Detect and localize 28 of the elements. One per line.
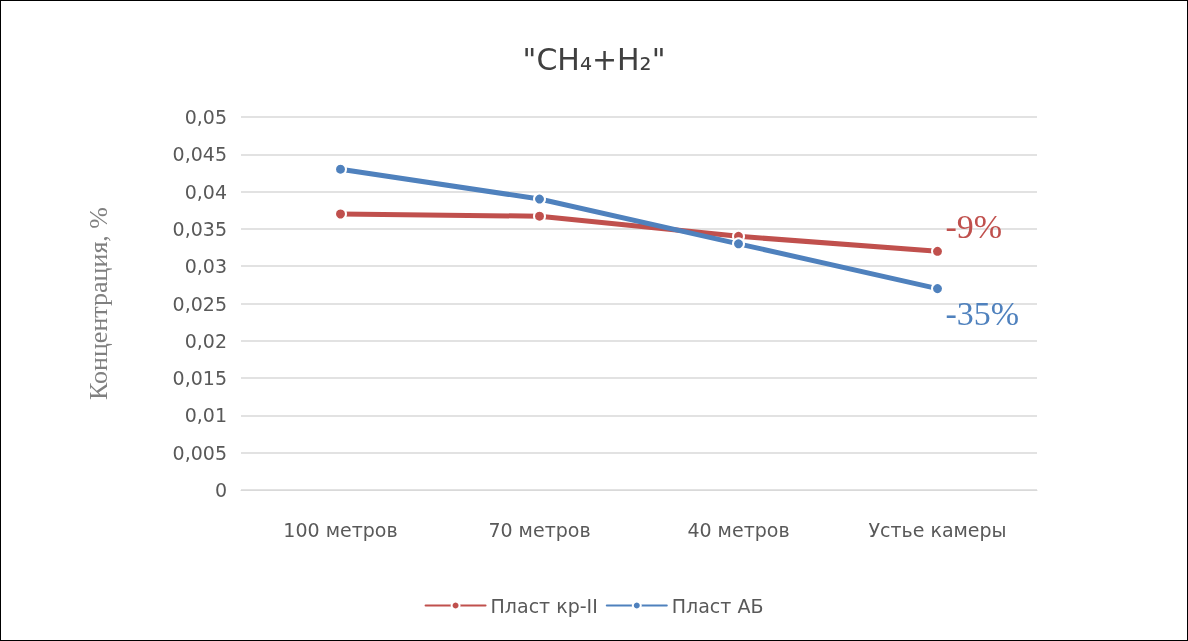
legend-label: Пласт кр-II: [490, 594, 598, 617]
y-tick-label: 0,045: [172, 143, 227, 166]
y-tick-label: 0,005: [172, 441, 227, 464]
legend-label: Пласт АБ: [671, 594, 764, 617]
point: [931, 282, 944, 296]
x-tick-label: 40 метров: [687, 518, 790, 541]
point: [533, 209, 546, 223]
x-tick-label: 100 метров: [283, 518, 398, 541]
y-tick-label: 0,03: [184, 255, 227, 278]
chart-title: "CH₄+H₂": [522, 41, 666, 77]
y-tick-label: 0,02: [184, 329, 227, 352]
point: [732, 237, 745, 251]
y-tick-label: 0,025: [172, 292, 227, 315]
point: [334, 162, 347, 176]
y-tick-label: 0,015: [172, 367, 227, 390]
y-axis-title: Концентрация, %: [83, 207, 113, 400]
point: [334, 207, 347, 221]
y-tick-label: 0,01: [184, 404, 227, 427]
point: [533, 192, 546, 206]
annotation: -9%: [945, 207, 1003, 245]
y-tick-label: 0,035: [172, 217, 227, 240]
y-tick-label: 0,04: [184, 180, 227, 203]
y-tick-label: 0,05: [184, 106, 227, 128]
point: [931, 244, 944, 258]
x-tick-label: 70 метров: [488, 518, 591, 541]
x-tick-label: Устье камеры: [868, 518, 1007, 541]
y-tick-label: 0: [214, 479, 227, 501]
annotation: -35%: [945, 295, 1020, 333]
